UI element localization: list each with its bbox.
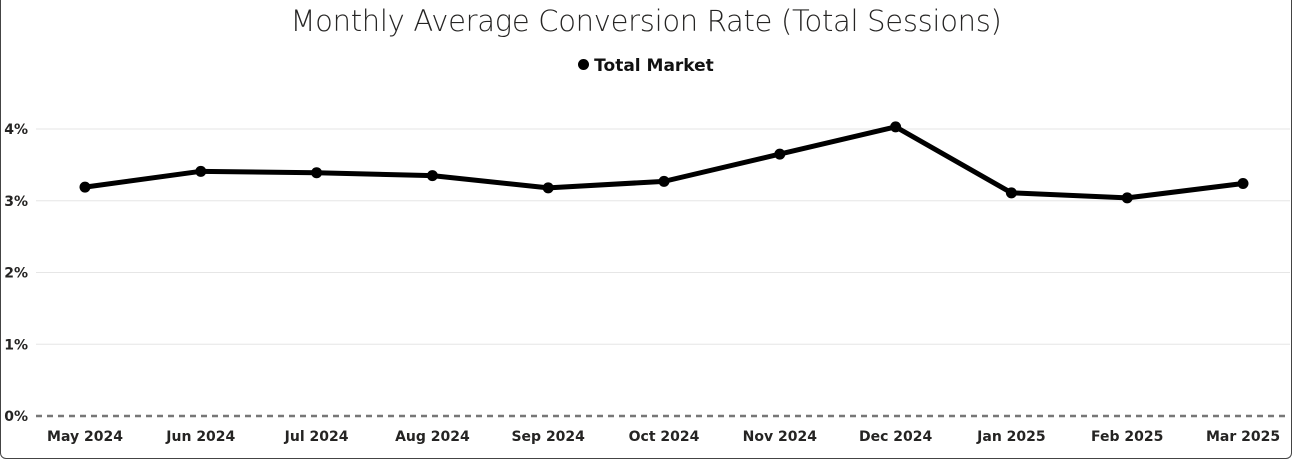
y-tick-label: 2%	[4, 266, 28, 282]
x-tick-label: Oct 2024	[629, 429, 700, 445]
chart-legend: Total Market	[0, 56, 1292, 76]
x-tick-label: Mar 2025	[1206, 429, 1280, 445]
data-point[interactable]	[890, 121, 902, 133]
x-tick-label: Jun 2024	[165, 429, 235, 445]
y-tick-label: 1%	[4, 337, 28, 353]
x-tick-label: Aug 2024	[395, 429, 470, 445]
x-tick-label: Jul 2024	[284, 429, 349, 445]
data-point[interactable]	[1005, 187, 1017, 199]
y-tick-label: 4%	[4, 122, 28, 138]
x-axis-ticks: May 2024 Jun 2024 Jul 2024 Aug 2024 Sep 2024…	[47, 429, 1280, 445]
chart-title: Monthly Average Conversion Rate (Total S…	[290, 4, 1002, 38]
gridlines	[36, 128, 1290, 418]
data-point[interactable]	[658, 175, 670, 187]
data-point[interactable]	[542, 182, 554, 194]
y-tick-label: 0%	[4, 409, 28, 425]
legend-label-total-market: Total Market	[594, 56, 714, 76]
data-point[interactable]	[311, 167, 323, 179]
x-tick-label: Dec 2024	[859, 429, 933, 445]
data-point[interactable]	[426, 170, 438, 182]
data-point[interactable]	[1237, 178, 1249, 190]
data-point[interactable]	[195, 165, 207, 177]
data-point[interactable]	[79, 181, 91, 193]
y-axis-ticks: 0% 1% 2% 3% 4%	[4, 122, 28, 425]
legend-marker	[578, 59, 590, 70]
x-tick-label: Sep 2024	[511, 429, 585, 445]
x-tick-label: May 2024	[47, 429, 123, 445]
data-point[interactable]	[1121, 192, 1133, 204]
data-point[interactable]	[774, 148, 786, 160]
x-tick-label: Nov 2024	[743, 429, 818, 445]
y-tick-label: 3%	[4, 194, 28, 210]
x-tick-label: Jan 2025	[976, 429, 1045, 445]
series-total-market	[79, 121, 1249, 204]
series-line	[82, 124, 1246, 201]
x-tick-label: Feb 2025	[1091, 429, 1163, 445]
